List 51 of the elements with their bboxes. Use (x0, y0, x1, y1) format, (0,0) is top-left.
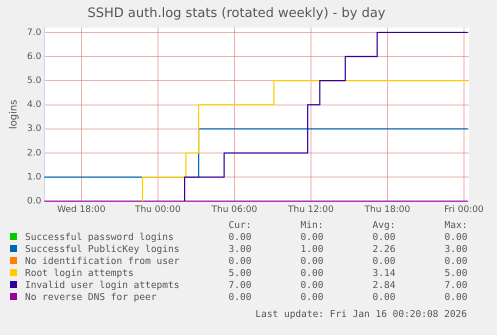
text: 3.00 (444, 244, 468, 256)
y-tick-label: 5.0 (26, 76, 42, 86)
y-tick-label: 2.0 (26, 148, 42, 158)
text: 2.26 (372, 244, 396, 256)
text: 0.00 (300, 280, 324, 292)
text: 0.00 (444, 256, 468, 268)
text: 0.00 (444, 232, 468, 244)
x-tick-label: Wed 18:00 (57, 204, 106, 215)
x-tick-label: Fri 00:00 (444, 204, 484, 215)
text: 0.00 (228, 292, 252, 304)
text: 3.00 (228, 244, 252, 256)
legend-label: No identification from user (24, 256, 180, 268)
text: 0.00 (300, 292, 324, 304)
y-tick-label: 0.0 (26, 196, 42, 207)
text: 1.00 (300, 244, 324, 256)
y-axis-title: logins (8, 100, 20, 130)
text: 0.00 (444, 292, 468, 304)
legend-label: No reverse DNS for peer (24, 292, 158, 304)
text: 5.00 (444, 268, 468, 280)
text: 5.00 (228, 268, 252, 280)
y-tick-label: 1.0 (26, 172, 42, 182)
text: 7.00 (228, 280, 252, 292)
x-tick-label: Thu 06:00 (210, 204, 258, 215)
text: 7.00 (444, 280, 468, 292)
text: 0.00 (300, 256, 324, 268)
x-tick-label: Thu 18:00 (364, 204, 411, 215)
legend-label: Invalid user login attepmts (24, 280, 180, 292)
text: 0.00 (300, 232, 324, 244)
text: Cur: (228, 220, 252, 232)
chart-title: SSHD auth.log stats (rotated weekly) - by day (88, 6, 386, 22)
text: Last update: Fri Jan 16 00:20:08 2026 (255, 309, 467, 320)
text: 3.14 (372, 268, 396, 280)
legend-label: Successful password logins (24, 232, 175, 244)
text: Avg: (372, 220, 396, 232)
text: Max: (444, 220, 468, 232)
text: 0.00 (372, 232, 396, 244)
text: 2.84 (372, 280, 396, 292)
text: 0.00 (372, 292, 396, 304)
x-tick-label: Thu 12:00 (287, 204, 334, 215)
legend-label: Successful PublicKey logins (24, 244, 180, 256)
y-tick-label: 7.0 (26, 28, 42, 38)
y-tick-label: 6.0 (26, 52, 42, 62)
text: 0.00 (228, 232, 252, 244)
y-tick-label: 4.0 (26, 100, 42, 110)
legend-label: Root login attempts (24, 268, 135, 280)
text: 0.00 (300, 268, 324, 280)
y-tick-label: 3.0 (26, 124, 42, 134)
x-tick-label: Thu 00:00 (134, 204, 181, 215)
text: Min: (300, 220, 324, 232)
text: 0.00 (228, 256, 252, 268)
text: 0.00 (372, 256, 396, 268)
